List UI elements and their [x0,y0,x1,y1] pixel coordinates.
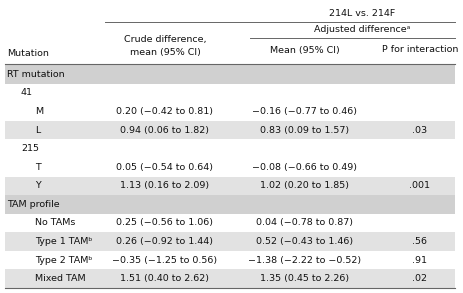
Text: 0.52 (−0.43 to 1.46): 0.52 (−0.43 to 1.46) [256,237,353,246]
Bar [5,121,454,139]
Text: 0.26 (−0.92 to 1.44): 0.26 (−0.92 to 1.44) [116,237,213,246]
Bar [5,195,454,214]
Text: 214L vs. 214F: 214L vs. 214F [329,9,395,18]
Text: .91: .91 [412,255,426,265]
Text: .001: .001 [409,181,430,190]
Text: Crude difference,
mean (95% CI): Crude difference, mean (95% CI) [124,35,206,57]
Text: RT mutation: RT mutation [7,70,64,79]
Text: 1.02 (0.20 to 1.85): 1.02 (0.20 to 1.85) [260,181,349,190]
Text: Y: Y [35,181,41,190]
Text: Mutation: Mutation [7,49,49,57]
Bar [5,176,454,195]
Text: −0.08 (−0.66 to 0.49): −0.08 (−0.66 to 0.49) [252,163,357,172]
Text: 1.35 (0.45 to 2.26): 1.35 (0.45 to 2.26) [260,274,349,283]
Text: 0.25 (−0.56 to 1.06): 0.25 (−0.56 to 1.06) [116,219,213,227]
Text: T: T [35,163,41,172]
Text: 0.20 (−0.42 to 0.81): 0.20 (−0.42 to 0.81) [116,107,213,116]
Text: .56: .56 [412,237,426,246]
Text: .03: .03 [412,125,426,134]
Text: P for interaction: P for interaction [381,45,457,54]
Text: 1.13 (0.16 to 2.09): 1.13 (0.16 to 2.09) [120,181,209,190]
Bar [5,232,454,251]
Text: −0.35 (−1.25 to 0.56): −0.35 (−1.25 to 0.56) [112,255,217,265]
Text: Mean (95% CI): Mean (95% CI) [269,45,339,54]
Text: 215: 215 [21,144,39,153]
Text: Type 1 TAMᵇ: Type 1 TAMᵇ [35,237,92,246]
Text: −0.16 (−0.77 to 0.46): −0.16 (−0.77 to 0.46) [252,107,357,116]
Text: No TAMs: No TAMs [35,219,75,227]
Text: 0.05 (−0.54 to 0.64): 0.05 (−0.54 to 0.64) [116,163,213,172]
Text: Mixed TAM: Mixed TAM [35,274,86,283]
Text: −1.38 (−2.22 to −0.52): −1.38 (−2.22 to −0.52) [248,255,361,265]
Text: 0.04 (−0.78 to 0.87): 0.04 (−0.78 to 0.87) [256,219,353,227]
Text: 1.51 (0.40 to 2.62): 1.51 (0.40 to 2.62) [120,274,209,283]
Text: .02: .02 [412,274,426,283]
Text: Adjusted differenceᵃ: Adjusted differenceᵃ [313,25,410,35]
Bar [5,65,454,84]
Text: 0.83 (0.09 to 1.57): 0.83 (0.09 to 1.57) [260,125,349,134]
Text: L: L [35,125,40,134]
Text: Type 2 TAMᵇ: Type 2 TAMᵇ [35,255,92,265]
Text: M: M [35,107,43,116]
Text: 41: 41 [21,88,33,97]
Bar [5,270,454,288]
Text: 0.94 (0.06 to 1.82): 0.94 (0.06 to 1.82) [120,125,209,134]
Text: TAM profile: TAM profile [7,200,60,209]
